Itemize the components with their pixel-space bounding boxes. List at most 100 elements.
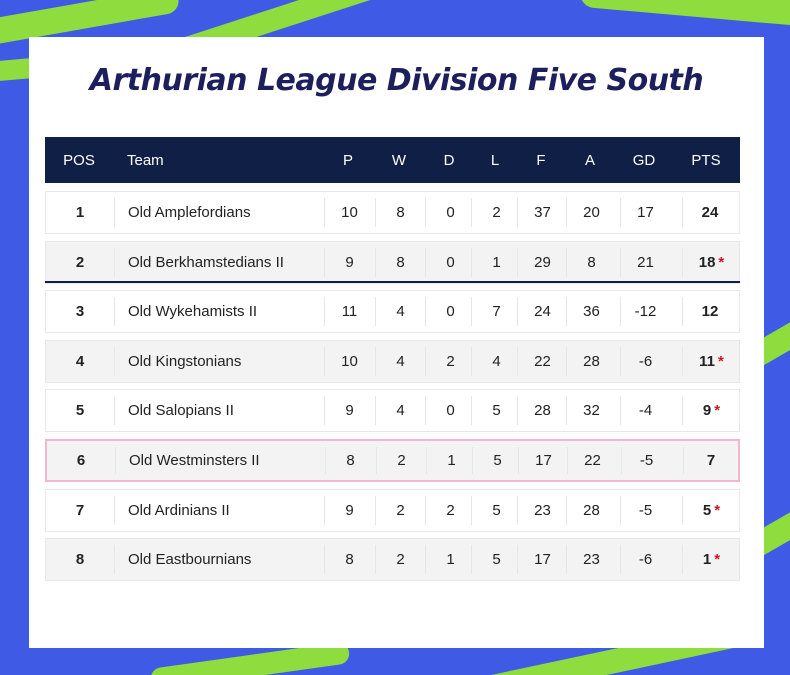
cell-pos: 6 xyxy=(47,441,115,480)
cell-f: 17 xyxy=(517,545,567,575)
cell-f-value: 23 xyxy=(534,501,551,519)
cell-gd: -4 xyxy=(620,396,670,426)
cell-l-value: 1 xyxy=(492,253,501,271)
cell-w-value: 8 xyxy=(396,204,405,221)
cell-f: 28 xyxy=(517,396,567,426)
cell-a: 22 xyxy=(567,447,617,474)
cell-f-value: 24 xyxy=(534,303,551,321)
cell-team-value: Old Westminsters II xyxy=(129,452,260,469)
cell-pos: 3 xyxy=(46,291,114,332)
cell-p: 8 xyxy=(325,447,375,474)
cell-pts: 12 xyxy=(682,297,740,327)
cell-d-value: 1 xyxy=(446,551,455,569)
cell-d: 2 xyxy=(425,346,475,376)
cell-pts: 1 * xyxy=(682,545,740,575)
cell-f: 17 xyxy=(518,447,568,474)
header-team: Team xyxy=(127,151,164,169)
cell-pts: 7 xyxy=(683,447,741,474)
cell-p-value: 11 xyxy=(341,303,358,321)
table-row: 2 Old Berkhamstedians II 9 8 0 1 29 8 21 18 * xyxy=(45,240,740,284)
cell-p-value: 10 xyxy=(341,204,358,221)
cell-gd-value: -6 xyxy=(638,352,653,370)
cell-p: 11 xyxy=(324,297,374,327)
cell-pts: 18 * xyxy=(682,247,740,277)
cell-p: 10 xyxy=(324,346,374,376)
cell-l: 5 xyxy=(472,447,522,474)
cell-w-value: 4 xyxy=(396,303,405,321)
table-row: 6 Old Westminsters II 8 2 1 5 17 22 -5 7 xyxy=(45,439,740,482)
cell-d: 0 xyxy=(425,297,475,327)
cell-a-value: 20 xyxy=(583,204,600,221)
cell-pts-value: 12 xyxy=(701,303,719,321)
cell-w-value: 2 xyxy=(396,551,405,569)
header-gd: GD xyxy=(632,151,656,169)
cell-a: 20 xyxy=(566,198,616,227)
cell-f: 24 xyxy=(517,297,567,327)
promotion-divider xyxy=(45,281,740,283)
cell-pos: 4 xyxy=(46,341,114,382)
cell-d-value: 0 xyxy=(446,303,455,321)
cell-pos-value: 4 xyxy=(75,352,85,370)
cell-pos-value: 7 xyxy=(75,501,85,519)
cell-f-value: 22 xyxy=(534,352,551,370)
cell-w-value: 4 xyxy=(396,352,405,370)
cell-team-value: Old Eastbournians xyxy=(128,551,252,569)
cell-p: 9 xyxy=(324,396,374,426)
cell-pts-value: 11 xyxy=(699,352,715,370)
cell-team-value: Old Amplefordians xyxy=(128,204,251,221)
cell-gd-value: -6 xyxy=(638,551,653,569)
cell-pts: 11 * xyxy=(682,346,740,376)
cell-d-value: 2 xyxy=(446,352,455,370)
cell-gd: 21 xyxy=(620,247,670,277)
cell-f: 37 xyxy=(517,198,567,227)
cell-p-value: 9 xyxy=(345,402,354,420)
cell-a: 8 xyxy=(566,247,616,277)
cell-pos: 7 xyxy=(46,490,114,531)
cell-a: 23 xyxy=(566,545,616,575)
header-p: P xyxy=(342,151,353,169)
cell-d-value: 0 xyxy=(446,204,455,221)
cell-pts: 24 xyxy=(682,198,740,227)
cell-p-value: 10 xyxy=(341,352,358,370)
cell-d: 0 xyxy=(425,396,475,426)
points-deduction-marker: * xyxy=(714,551,721,569)
cell-pos-value: 2 xyxy=(75,253,85,271)
cell-pos-value: 3 xyxy=(75,303,85,321)
cell-w: 4 xyxy=(375,396,425,426)
cell-team: Old Amplefordians xyxy=(114,198,326,227)
cell-w-value: 2 xyxy=(396,501,405,519)
cell-d-value: 0 xyxy=(446,402,455,420)
cell-gd: -5 xyxy=(621,447,671,474)
header-l: L xyxy=(490,151,500,169)
league-table-card: Arthurian League Division Five South POS… xyxy=(29,37,764,648)
cell-gd-value: -5 xyxy=(639,452,654,469)
cell-gd-value: -4 xyxy=(638,402,653,420)
cell-p-value: 9 xyxy=(345,253,354,271)
cell-pos-value: 6 xyxy=(76,452,86,469)
cell-gd: -6 xyxy=(620,545,670,575)
cell-pts-value: 5 xyxy=(702,501,712,519)
cell-pos: 2 xyxy=(46,242,114,283)
cell-gd-value: 21 xyxy=(637,253,654,271)
cell-l: 1 xyxy=(471,247,521,277)
points-deduction-marker: * xyxy=(714,501,721,519)
header-pts: PTS xyxy=(691,151,721,169)
cell-w-value: 8 xyxy=(396,253,405,271)
cell-pts: 5 * xyxy=(682,495,740,525)
cell-d: 1 xyxy=(425,545,475,575)
cell-l: 5 xyxy=(471,545,521,575)
table-row: 5 Old Salopians II 9 4 0 5 28 32 -4 9 * xyxy=(45,389,740,433)
cell-f: 29 xyxy=(517,247,567,277)
cell-l: 5 xyxy=(471,495,521,525)
cell-p: 9 xyxy=(324,495,374,525)
cell-gd: -5 xyxy=(620,495,670,525)
cell-w: 4 xyxy=(375,346,425,376)
table-row: 1 Old Amplefordians 10 8 0 2 37 20 17 24 xyxy=(45,191,740,234)
cell-f: 22 xyxy=(517,346,567,376)
cell-d-value: 2 xyxy=(446,501,455,519)
cell-a: 28 xyxy=(566,346,616,376)
header-d: D xyxy=(443,151,455,169)
cell-l-value: 7 xyxy=(492,303,501,321)
cell-a-value: 32 xyxy=(583,402,600,420)
cell-l: 2 xyxy=(471,198,521,227)
